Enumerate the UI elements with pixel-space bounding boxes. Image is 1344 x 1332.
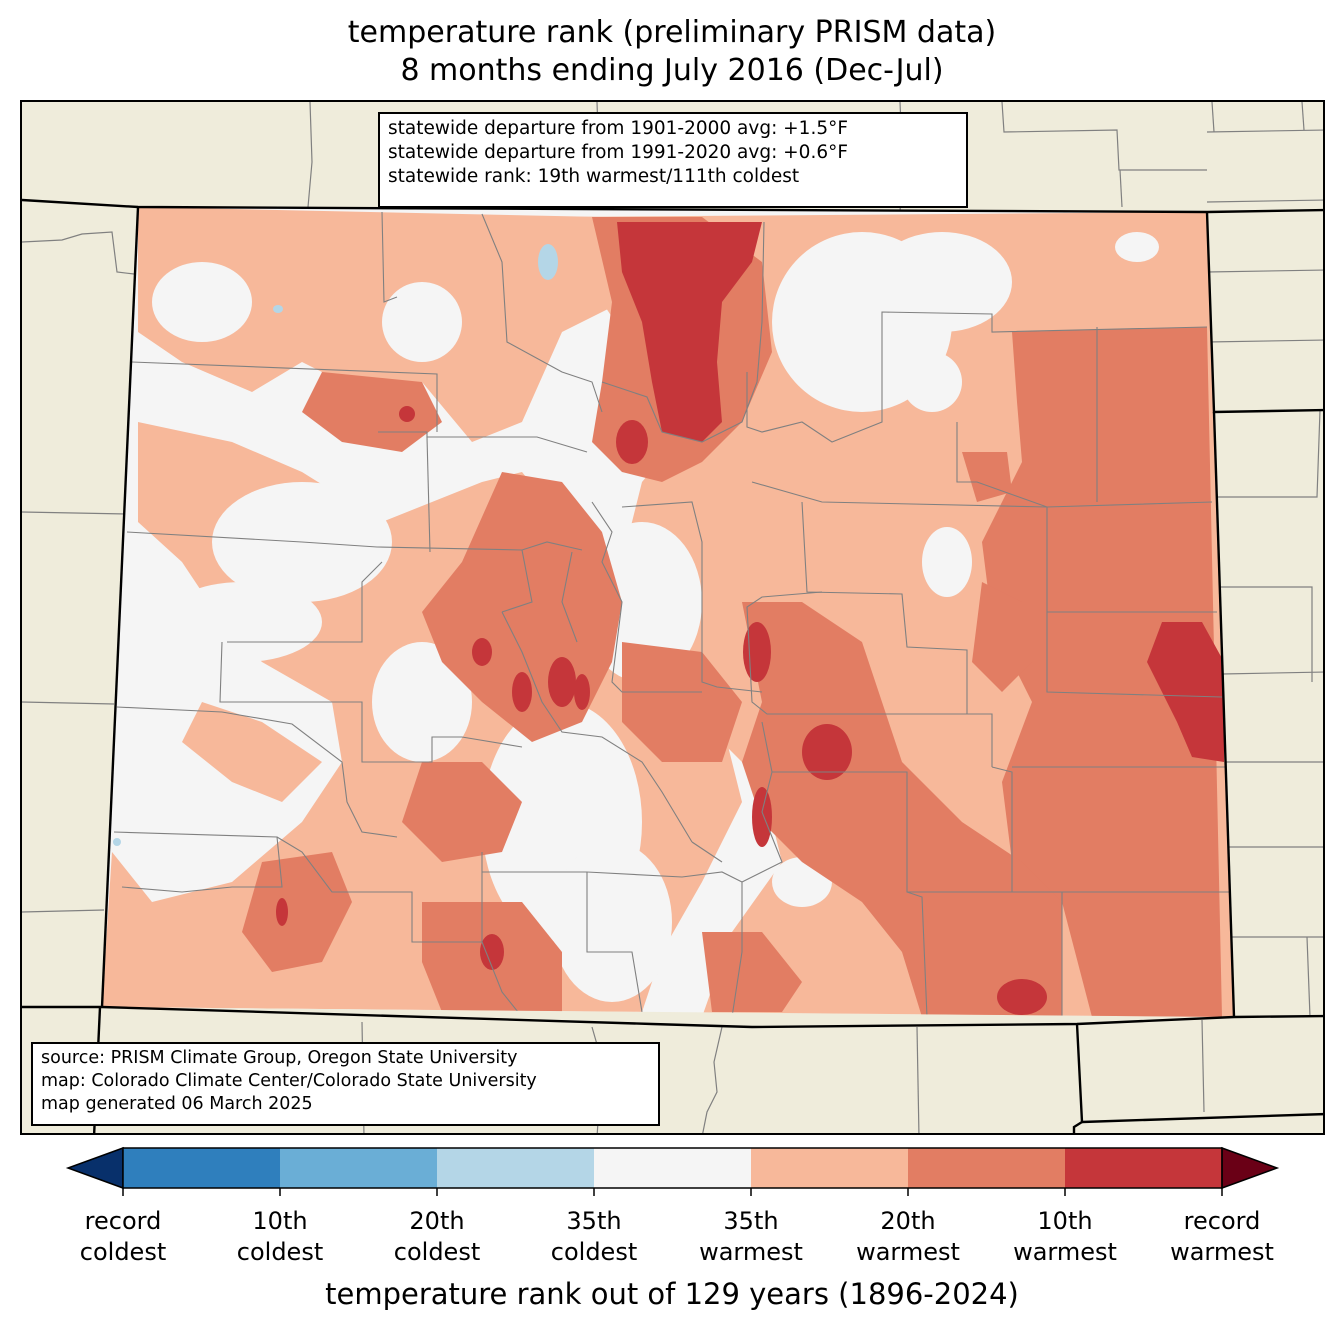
colorbar-tick-label: 10th warmest [1013,1207,1117,1266]
colorbar-tick-label: 10th coldest [236,1207,324,1266]
colorbar-bin-20th-35th-coldest [437,1148,594,1188]
stats-departure-1901-2000: statewide departure from 1901-2000 avg: … [388,118,848,139]
colorbar-tick-label: 35th coldest [550,1207,638,1266]
stats-departure-1991-2020: statewide departure from 1991-2020 avg: … [388,142,848,163]
colorbar-ticks [122,1188,1223,1196]
colorbar-tick-label: 35th warmest [699,1207,803,1266]
colorbar-tick-label: record coldest [79,1207,167,1266]
credits-source: source: PRISM Climate Group, Oregon Stat… [41,1048,518,1068]
colorbar-extend-low [65,1146,124,1190]
colorbar-bin-20th-10th-warmest [908,1148,1065,1188]
colorbar-bin-10th-20th-coldest [280,1148,437,1188]
map-canvas [22,102,1323,1133]
colorbar-tick-label: 20th coldest [393,1207,481,1266]
credits-generated: map generated 06 March 2025 [41,1094,313,1114]
colorbar-bin-35th-20th-warmest [751,1148,908,1188]
source-credits-box: source: PRISM Climate Group, Oregon Stat… [31,1042,660,1126]
stats-statewide-rank: statewide rank: 19th warmest/111th colde… [388,166,800,187]
rank-shading [102,207,1234,1017]
colorbar [65,1146,1280,1196]
colorbar-bin-record-10th-coldest [123,1148,280,1188]
colorado-temperature-rank-map [20,100,1325,1135]
map-title-line1: temperature rank (preliminary PRISM data… [347,15,997,50]
state-borders [22,198,1323,1133]
colorbar-bin-near-normal [594,1148,751,1188]
colorbar-extend-high [1221,1146,1280,1190]
colorado-county-lines [113,211,1230,1017]
colorbar-tick-label: 20th warmest [856,1207,960,1266]
colorbar-tick-label: record warmest [1170,1207,1274,1266]
colorbar-outline [122,1147,1223,1189]
statewide-stats-box: statewide departure from 1901-2000 avg: … [378,112,968,208]
colorbar-bin-10th-record-warmest [1065,1148,1222,1188]
map-title-line2: 8 months ending July 2016 (Dec-Jul) [400,53,944,88]
colorbar-title: temperature rank out of 129 years (1896-… [325,1277,1019,1311]
credits-map: map: Colorado Climate Center/Colorado St… [41,1071,537,1091]
